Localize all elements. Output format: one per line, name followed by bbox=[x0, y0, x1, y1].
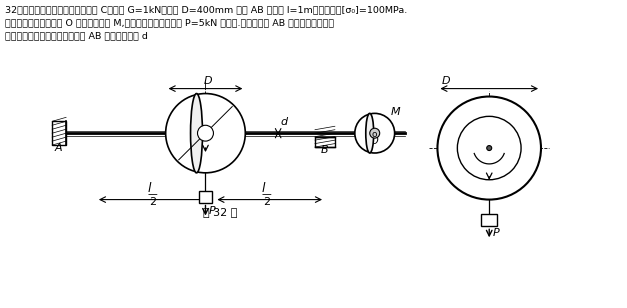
Text: A: A bbox=[55, 143, 62, 153]
Circle shape bbox=[370, 128, 380, 138]
Text: l: l bbox=[262, 182, 265, 195]
Circle shape bbox=[166, 94, 245, 173]
Text: 图，并按第四强度理论确定圆轴 AB 段的最小直径 d: 图，并按第四强度理论确定圆轴 AB 段的最小直径 d bbox=[6, 31, 148, 40]
Ellipse shape bbox=[191, 94, 203, 173]
Text: —: — bbox=[147, 188, 157, 199]
Text: —: — bbox=[262, 188, 271, 199]
Circle shape bbox=[457, 116, 521, 180]
Text: M: M bbox=[391, 107, 400, 117]
Text: B: B bbox=[321, 145, 329, 155]
Circle shape bbox=[487, 146, 492, 151]
Circle shape bbox=[438, 96, 541, 200]
Text: d: d bbox=[280, 117, 287, 127]
Text: 2: 2 bbox=[263, 197, 270, 207]
Bar bbox=[315, 137, 335, 147]
Bar bbox=[482, 214, 497, 226]
Text: D: D bbox=[204, 76, 213, 86]
Text: G: G bbox=[208, 140, 216, 150]
Bar bbox=[52, 121, 66, 145]
Text: G: G bbox=[482, 164, 490, 174]
Text: 在不计自重的刚性手轮 O 上作用一力偶 M,使绞车匀速起吊重量为 P=5kN 的重物.试画出圆轴 AB 段的扭矩图和弯矩: 在不计自重的刚性手轮 O 上作用一力偶 M,使绞车匀速起吊重量为 P=5kN 的… bbox=[6, 18, 334, 27]
Text: 32．如图所示手摇绞车，刚性绞轮 C的重量 G=1kN，直径 D=400mm 圆轴 AB 的长度 l=1m，许用应力[σ₀]=100MPa.: 32．如图所示手摇绞车，刚性绞轮 C的重量 G=1kN，直径 D=400mm 圆… bbox=[6, 5, 408, 14]
Text: l: l bbox=[147, 182, 151, 195]
Text: o: o bbox=[372, 130, 377, 139]
Circle shape bbox=[355, 113, 394, 153]
Circle shape bbox=[198, 125, 213, 141]
Ellipse shape bbox=[366, 113, 374, 153]
Text: M: M bbox=[484, 122, 494, 132]
Text: C: C bbox=[195, 121, 202, 131]
Text: P: P bbox=[208, 206, 215, 217]
Text: 2: 2 bbox=[149, 197, 155, 207]
Text: D: D bbox=[441, 76, 450, 86]
Bar bbox=[199, 191, 213, 203]
Text: 题 32 图: 题 32 图 bbox=[203, 208, 238, 217]
Text: P: P bbox=[492, 228, 499, 238]
Text: O: O bbox=[371, 136, 379, 146]
